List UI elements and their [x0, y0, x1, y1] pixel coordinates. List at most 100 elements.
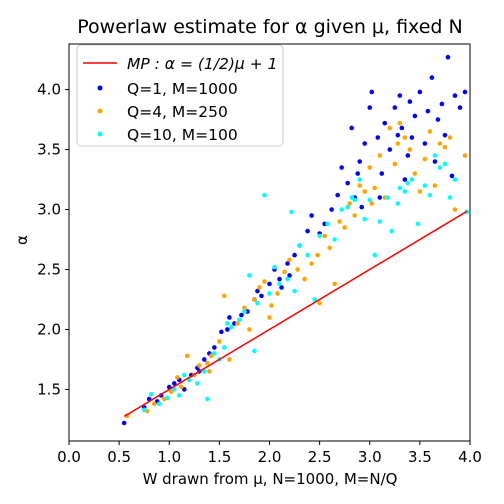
point-q10	[252, 348, 257, 354]
point-q4	[362, 189, 368, 194]
point-q1	[239, 312, 244, 318]
point-q10	[447, 195, 453, 200]
point-q1	[359, 204, 365, 210]
point-q1	[309, 213, 314, 218]
point-q1	[339, 165, 344, 170]
point-q1	[382, 120, 388, 126]
point-q4	[247, 327, 252, 332]
point-q4	[417, 189, 423, 194]
point-q4	[422, 156, 428, 162]
point-q4	[252, 297, 257, 302]
point-q1	[409, 135, 415, 140]
x-axis: 0.0 0.5 1.0 1.5 2.0 2.5 3.0 3.5 4.0	[57, 441, 482, 466]
point-q4	[269, 303, 274, 308]
point-q10	[222, 345, 227, 350]
legend-marker-q10	[97, 131, 103, 137]
point-q10	[272, 264, 277, 270]
point-q10	[405, 180, 411, 186]
point-q1	[417, 89, 423, 95]
point-q1	[412, 113, 418, 119]
point-q4	[427, 129, 433, 134]
point-q4	[397, 120, 403, 126]
point-q10	[389, 228, 395, 234]
point-q10	[395, 201, 401, 206]
point-q10	[357, 177, 363, 182]
point-q4	[342, 225, 347, 230]
point-q1	[397, 93, 403, 98]
point-q10	[325, 221, 330, 227]
point-q1	[292, 252, 297, 258]
legend-label-mp: MP : α = (1/2)μ + 1	[127, 55, 277, 73]
point-q10	[377, 219, 383, 224]
point-q4	[369, 201, 375, 206]
plot-area	[68, 43, 471, 442]
point-q4	[235, 321, 240, 326]
point-q10	[242, 309, 247, 314]
point-q10	[385, 195, 391, 200]
point-q10	[427, 192, 433, 198]
y-tick-label: 2.5	[37, 260, 61, 278]
point-q4	[227, 357, 232, 362]
point-q4	[275, 291, 280, 296]
point-q4	[242, 305, 247, 311]
point-q10	[415, 221, 421, 227]
point-q10	[397, 185, 403, 191]
point-q10	[442, 161, 448, 167]
point-q4	[332, 281, 337, 287]
point-q4	[352, 213, 358, 218]
point-q4	[207, 369, 212, 374]
point-q4	[347, 201, 353, 206]
point-q1	[287, 273, 292, 278]
point-q10	[148, 391, 154, 397]
point-q4	[205, 360, 210, 366]
point-q1	[399, 125, 405, 131]
point-q1	[392, 105, 398, 110]
point-q1	[435, 117, 441, 122]
point-q4	[295, 267, 300, 272]
point-q4	[367, 165, 373, 170]
point-q1	[449, 173, 455, 179]
point-q1	[305, 228, 310, 234]
point-q4	[222, 293, 227, 299]
point-q10	[437, 165, 443, 170]
point-q1	[227, 315, 232, 320]
point-q4	[327, 245, 332, 251]
y-axis: 1.5 2.0 2.5 3.0 3.5 4.0	[37, 81, 69, 398]
point-q10	[202, 369, 207, 374]
point-q4	[407, 147, 413, 152]
x-axis-label: W drawn from μ, N=1000, M=N/Q	[143, 470, 398, 488]
point-q4	[337, 219, 342, 224]
point-q4	[412, 171, 418, 176]
x-tick-label: 2.5	[308, 448, 332, 466]
point-q10	[312, 297, 317, 302]
point-q4	[392, 161, 398, 167]
point-q10	[255, 300, 260, 306]
point-q4	[315, 252, 320, 258]
point-q1	[225, 327, 230, 332]
point-q4	[267, 315, 272, 320]
point-q10	[285, 276, 290, 282]
point-q10	[156, 401, 162, 407]
point-q1	[212, 345, 217, 350]
point-q10	[289, 209, 294, 215]
y-tick-label: 3.5	[37, 141, 61, 159]
point-q1	[395, 132, 401, 138]
point-q4	[442, 144, 448, 150]
point-q1	[335, 192, 340, 198]
point-q4	[178, 384, 184, 390]
point-q4	[462, 153, 468, 158]
x-tick-label: 3.0	[358, 448, 382, 466]
point-q10	[422, 183, 428, 188]
point-q10	[205, 396, 210, 402]
y-tick-label: 1.5	[37, 380, 61, 398]
point-q1	[442, 132, 448, 138]
point-q10	[297, 243, 302, 248]
point-q4	[357, 183, 363, 188]
point-q4	[174, 375, 180, 380]
point-q10	[409, 177, 415, 182]
legend-marker-q1	[97, 85, 103, 91]
legend-label-q10: Q=10, M=100	[127, 126, 238, 144]
point-q1	[432, 159, 438, 164]
point-q1	[355, 171, 361, 176]
